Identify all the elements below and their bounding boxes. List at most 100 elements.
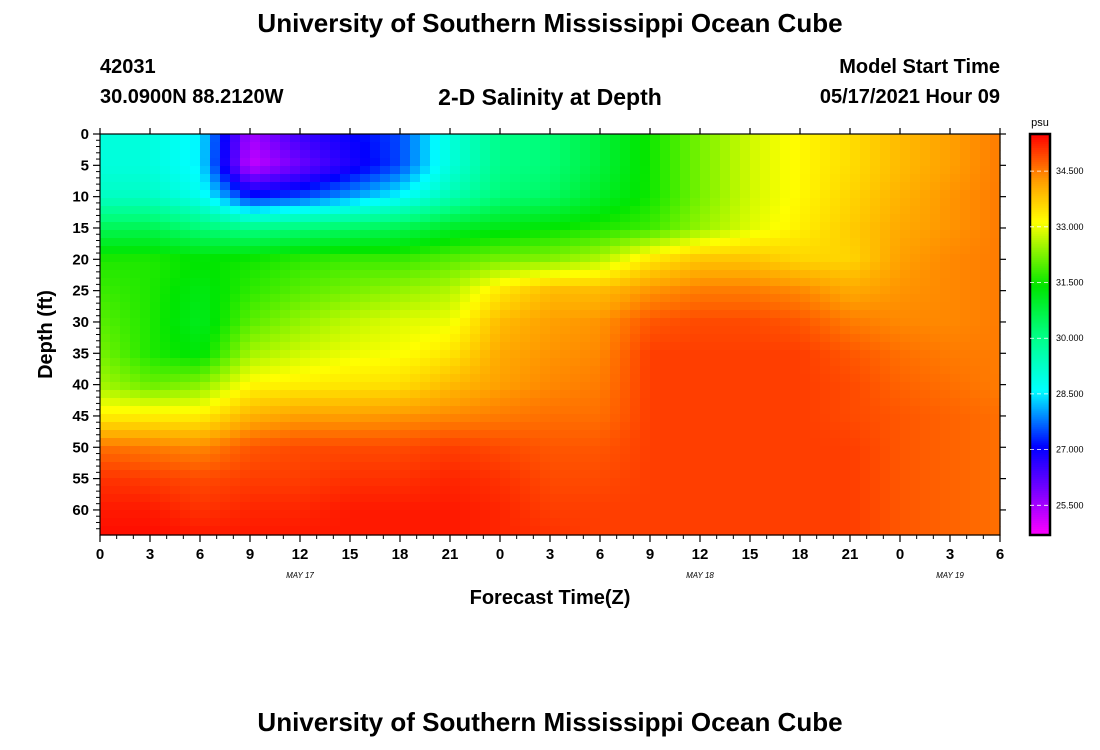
heatmap-cell [700,246,711,255]
heatmap-cell [490,334,501,343]
heatmap-cell [160,174,171,183]
heatmap-cell [340,406,351,415]
heatmap-cell [720,398,731,407]
heatmap-cell [570,190,581,199]
heatmap-cell [660,294,671,303]
heatmap-cell [210,310,221,319]
heatmap-cell [180,398,191,407]
heatmap-cell [340,398,351,407]
heatmap-cell [580,238,591,247]
heatmap-cell [160,454,171,463]
heatmap-cell [330,406,341,415]
heatmap-cell [780,502,791,511]
heatmap-cell [910,254,921,263]
heatmap-cell [360,222,371,231]
heatmap-cell [410,382,421,391]
heatmap-cell [180,358,191,367]
heatmap-cell [250,366,261,375]
heatmap-cell [450,342,461,351]
heatmap-cell [960,438,971,447]
heatmap-cell [770,182,781,191]
heatmap-cell [210,254,221,263]
colorbar-cell [1030,434,1050,438]
heatmap-cell [530,286,541,295]
heatmap-cell [350,406,361,415]
heatmap-cell [880,222,891,231]
heatmap-cell [940,358,951,367]
heatmap-cell [510,182,521,191]
heatmap-cell [240,150,251,159]
heatmap-cell [770,198,781,207]
heatmap-cell [700,470,711,479]
heatmap-cell [750,342,761,351]
heatmap-cell [470,214,481,223]
heatmap-cell [510,462,521,471]
heatmap-cell [790,166,801,175]
heatmap-cell [650,510,661,519]
heatmap-cell [540,422,551,431]
y-tick-label: 25 [72,283,89,300]
heatmap-cell [790,286,801,295]
heatmap-cell [400,510,411,519]
heatmap-cell [820,238,831,247]
heatmap-cell [930,158,941,167]
heatmap-cell [120,294,131,303]
heatmap-cell [600,334,611,343]
heatmap-cell [450,350,461,359]
heatmap-cell [840,310,851,319]
heatmap-cell [620,486,631,495]
heatmap-cell [190,342,201,351]
heatmap-cell [870,278,881,287]
heatmap-cell [280,502,291,511]
colorbar-cell [1030,152,1050,155]
heatmap-cell [680,518,691,527]
heatmap-cell [850,382,861,391]
heatmap-cell [240,262,251,271]
heatmap-cell [250,286,261,295]
heatmap-cell [890,166,901,175]
heatmap-cell [190,478,201,487]
heatmap-cell [540,150,551,159]
heatmap-cell [510,142,521,151]
heatmap-cell [470,182,481,191]
heatmap-cell [440,350,451,359]
heatmap-cell [270,358,281,367]
heatmap-cell [520,190,531,199]
heatmap-cell [700,214,711,223]
heatmap-cell [100,422,111,431]
heatmap-cell [510,502,521,511]
heatmap-cell [770,166,781,175]
heatmap-cell [840,222,851,231]
heatmap-cell [240,486,251,495]
heatmap-cell [450,454,461,463]
heatmap-cell [110,334,121,343]
heatmap-cell [620,302,631,311]
heatmap-cell [700,278,711,287]
heatmap-cell [900,150,911,159]
heatmap-cell [860,310,871,319]
heatmap-cell [900,470,911,479]
heatmap-cell [510,334,521,343]
heatmap-cell [110,270,121,279]
heatmap-cell [570,398,581,407]
heatmap-cell [400,438,411,447]
heatmap-cell [910,350,921,359]
heatmap-cell [350,374,361,383]
heatmap-cell [770,414,781,423]
heatmap-cell [760,238,771,247]
heatmap-cell [510,206,521,215]
heatmap-cell [780,406,791,415]
heatmap-cell [170,510,181,519]
heatmap-cell [500,310,511,319]
heatmap-cell [860,158,871,167]
heatmap-cell [770,462,781,471]
heatmap-cell [330,518,341,527]
heatmap-cell [770,518,781,527]
heatmap-cell [640,510,651,519]
heatmap-cell [300,526,311,535]
heatmap-cell [400,262,411,271]
heatmap-cell [960,174,971,183]
heatmap-cell [550,294,561,303]
heatmap-cell [220,366,231,375]
heatmap-cell [310,190,321,199]
